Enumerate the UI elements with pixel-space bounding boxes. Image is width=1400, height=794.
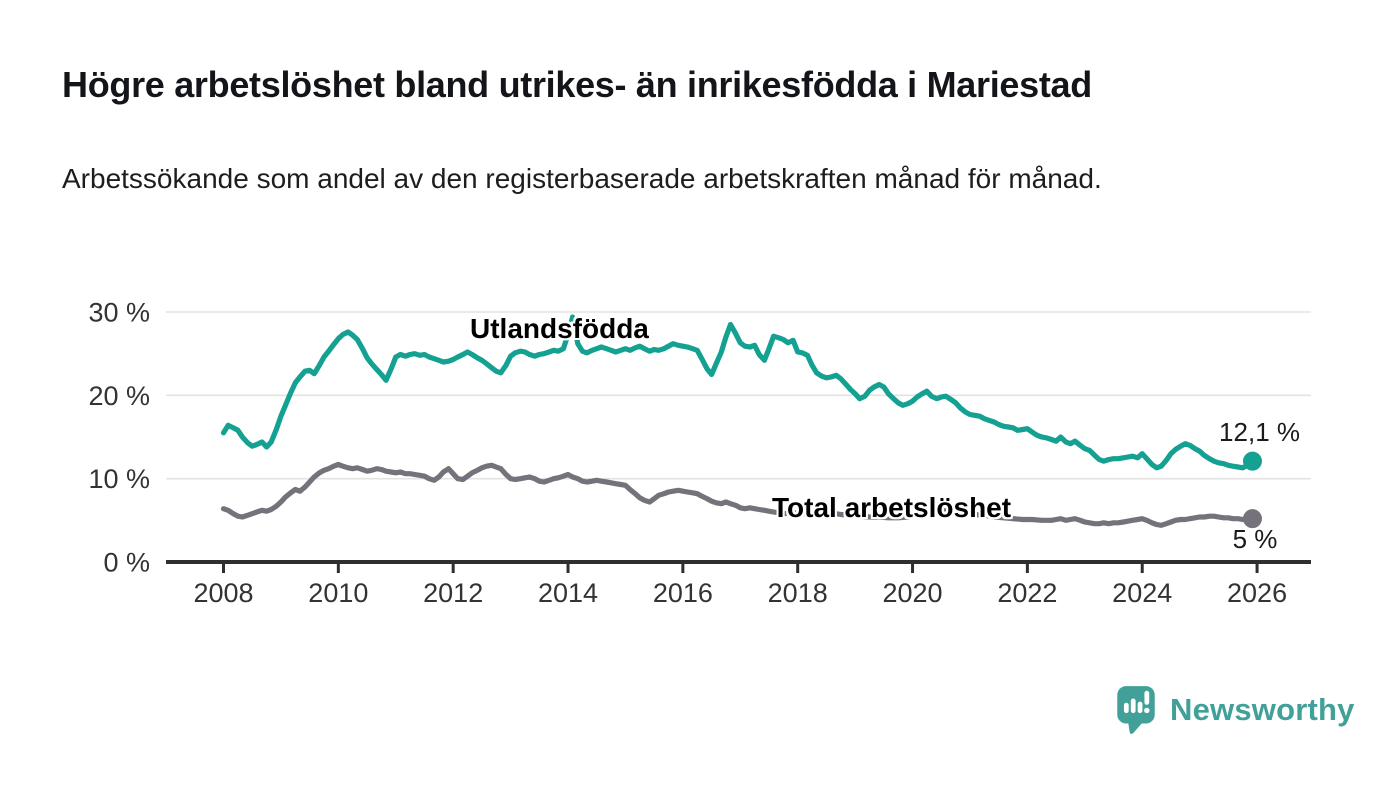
series-line-utlandsfodda (220, 314, 1256, 471)
x-tick-label: 2020 (883, 578, 943, 608)
x-tick-label: 2022 (997, 578, 1057, 608)
series-line-total (220, 461, 1256, 528)
series-label-utlandsfodda: Utlandsfödda (470, 313, 649, 344)
x-tick-label: 2018 (768, 578, 828, 608)
brand-footer: Newsworthy (1115, 684, 1355, 736)
y-tick-label: 10 % (88, 464, 150, 494)
x-tick-label: 2010 (308, 578, 368, 608)
y-tick-label: 20 % (88, 381, 150, 411)
end-value-label-total: 5 % (1232, 524, 1278, 554)
x-tick-label: 2024 (1112, 578, 1172, 608)
x-tick-label: 2026 (1227, 578, 1287, 608)
page-title: Högre arbetslöshet bland utrikes- än inr… (62, 64, 1092, 105)
y-tick-label: 0 % (103, 548, 150, 578)
newsworthy-logo-icon (1117, 686, 1155, 735)
x-tick-label: 2008 (193, 578, 253, 608)
end-value-label-utlandsfodda: 12,1 % (1219, 417, 1300, 447)
x-tick-label: 2014 (538, 578, 598, 608)
brand-name: Newsworthy (1170, 692, 1355, 727)
x-tick-label: 2012 (423, 578, 483, 608)
series-label-total-arbetsloshet: Total arbetslöshet (772, 492, 1012, 523)
x-tick-label: 2016 (653, 578, 713, 608)
series-end-dot-total (1242, 509, 1262, 529)
y-tick-label: 30 % (88, 298, 150, 328)
chart-subtitle: Arbetssökande som andel av den registerb… (62, 163, 1102, 194)
series-end-dot-utlandsfodda (1242, 451, 1262, 471)
